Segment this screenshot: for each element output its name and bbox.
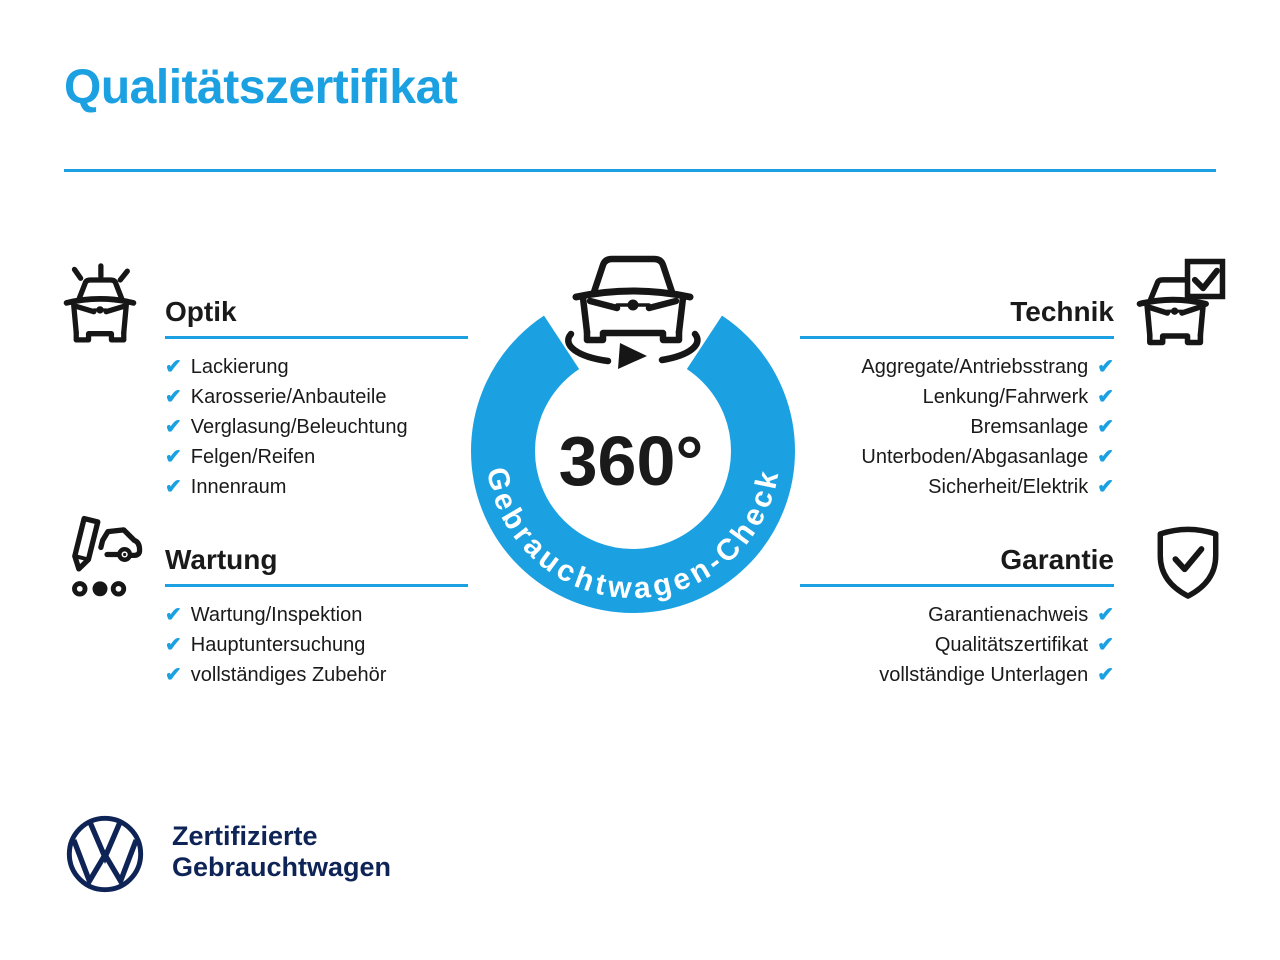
checklist-item: ✔ Wartung/Inspektion — [165, 600, 468, 630]
check-icon: ✔ — [1097, 416, 1114, 438]
checklist-item: ✔ Hauptuntersuchung — [165, 630, 468, 660]
check-icon: ✔ — [165, 356, 182, 378]
checklist-item: ✔ Felgen/Reifen — [165, 442, 468, 472]
check-icon: ✔ — [1097, 604, 1114, 626]
check-icon: ✔ — [1097, 664, 1114, 686]
item-label: Qualitätszertifikat — [934, 633, 1089, 656]
check-icon: ✔ — [165, 664, 182, 686]
checklist-item: Lenkung/Fahrwerk ✔ — [800, 382, 1114, 412]
shiny-car-icon — [63, 263, 137, 343]
checklist-item: ✔ Karosserie/Anbauteile — [165, 382, 468, 412]
checklist-item: Unterboden/Abgasanlage ✔ — [800, 442, 1114, 472]
vw-logo — [66, 815, 144, 893]
section-technik: Technik Aggregate/Antriebsstrang ✔ Lenkung… — [800, 295, 1114, 502]
section-underline — [165, 336, 468, 339]
section-underline — [800, 584, 1114, 587]
badge-degrees-label: 360° — [559, 422, 704, 500]
car-checkbox-icon — [1136, 258, 1226, 346]
item-label: Unterboden/Abgasanlage — [861, 445, 1089, 468]
checklist-item: Garantienachweis ✔ — [800, 600, 1114, 630]
brand-wordmark: Zertifizierte Gebrauchtwagen — [172, 821, 391, 883]
item-label: Karosserie/Anbauteile — [190, 385, 387, 408]
check-icon: ✔ — [1097, 634, 1114, 656]
item-label: Bremsanlage — [970, 415, 1089, 438]
checklist: ✔ Lackierung ✔ Karosserie/Anbauteile ✔ Vergla… — [165, 352, 468, 502]
checklist-item: vollständige Unterlagen ✔ — [800, 660, 1114, 690]
checklist-item: Bremsanlage ✔ — [800, 412, 1114, 442]
title-divider-line — [64, 169, 1216, 172]
item-label: Wartung/Inspektion — [190, 603, 363, 626]
checklist-item: Sicherheit/Elektrik ✔ — [800, 472, 1114, 502]
checklist-item: ✔ Verglasung/Beleuchtung — [165, 412, 468, 442]
item-label: Lackierung — [190, 355, 289, 378]
section-underline — [165, 584, 468, 587]
car-front-rotation-icon — [565, 255, 701, 369]
check-icon: ✔ — [165, 446, 182, 468]
check-icon: ✔ — [165, 476, 182, 498]
check-icon: ✔ — [1097, 446, 1114, 468]
checklist: ✔ Wartung/Inspektion ✔ Hauptuntersuchung ✔ vo… — [165, 600, 468, 690]
item-label: Aggregate/Antriebsstrang — [861, 355, 1089, 378]
item-label: Sicherheit/Elektrik — [928, 475, 1089, 498]
360-check-badge: 360° Gebrauchtwagen-Check — [471, 255, 795, 613]
item-label: Hauptuntersuchung — [190, 633, 366, 656]
checklist-item: ✔ vollständiges Zubehör — [165, 660, 468, 690]
section-optik: Optik ✔ Lackierung ✔ Karosserie/Anbauteile ✔… — [165, 295, 468, 502]
section-title: Technik — [1010, 296, 1114, 327]
check-icon: ✔ — [165, 416, 182, 438]
checklist: Aggregate/Antriebsstrang ✔ Lenkung/Fahrwer… — [800, 352, 1114, 502]
checklist-item: Aggregate/Antriebsstrang ✔ — [800, 352, 1114, 382]
item-label: vollständige Unterlagen — [879, 663, 1089, 686]
section-title: Wartung — [165, 544, 278, 575]
check-icon: ✔ — [1097, 356, 1114, 378]
check-icon: ✔ — [165, 604, 182, 626]
shield-check-icon — [1157, 526, 1219, 599]
check-icon: ✔ — [165, 634, 182, 656]
pencil-car-checklist-icon — [72, 515, 143, 597]
section-title: Optik — [165, 296, 237, 327]
item-label: Felgen/Reifen — [190, 445, 316, 468]
section-garantie: Garantie Garantienachweis ✔ Qualitätszerti… — [800, 543, 1114, 690]
brand-line2: Gebrauchtwagen — [172, 852, 392, 882]
page-title: Qualitätszertifikat — [64, 61, 458, 114]
checklist-item: ✔ Innenraum — [165, 472, 468, 502]
check-icon: ✔ — [1097, 476, 1114, 498]
checklist: Garantienachweis ✔ Qualitätszertifikat ✔ vol… — [800, 600, 1114, 690]
item-label: Verglasung/Beleuchtung — [190, 415, 408, 438]
item-label: vollständiges Zubehör — [190, 663, 387, 686]
section-title: Garantie — [1000, 544, 1114, 575]
item-label: Lenkung/Fahrwerk — [922, 385, 1089, 408]
item-label: Garantienachweis — [928, 603, 1089, 626]
check-icon: ✔ — [1097, 386, 1114, 408]
check-icon: ✔ — [165, 386, 182, 408]
section-wartung: Wartung ✔ Wartung/Inspektion ✔ Hauptuntersu… — [165, 543, 468, 690]
brand-line1: Zertifizierte — [172, 821, 318, 851]
checklist-item: Qualitätszertifikat ✔ — [800, 630, 1114, 660]
checklist-item: ✔ Lackierung — [165, 352, 468, 382]
item-label: Innenraum — [190, 475, 287, 498]
section-underline — [800, 336, 1114, 339]
